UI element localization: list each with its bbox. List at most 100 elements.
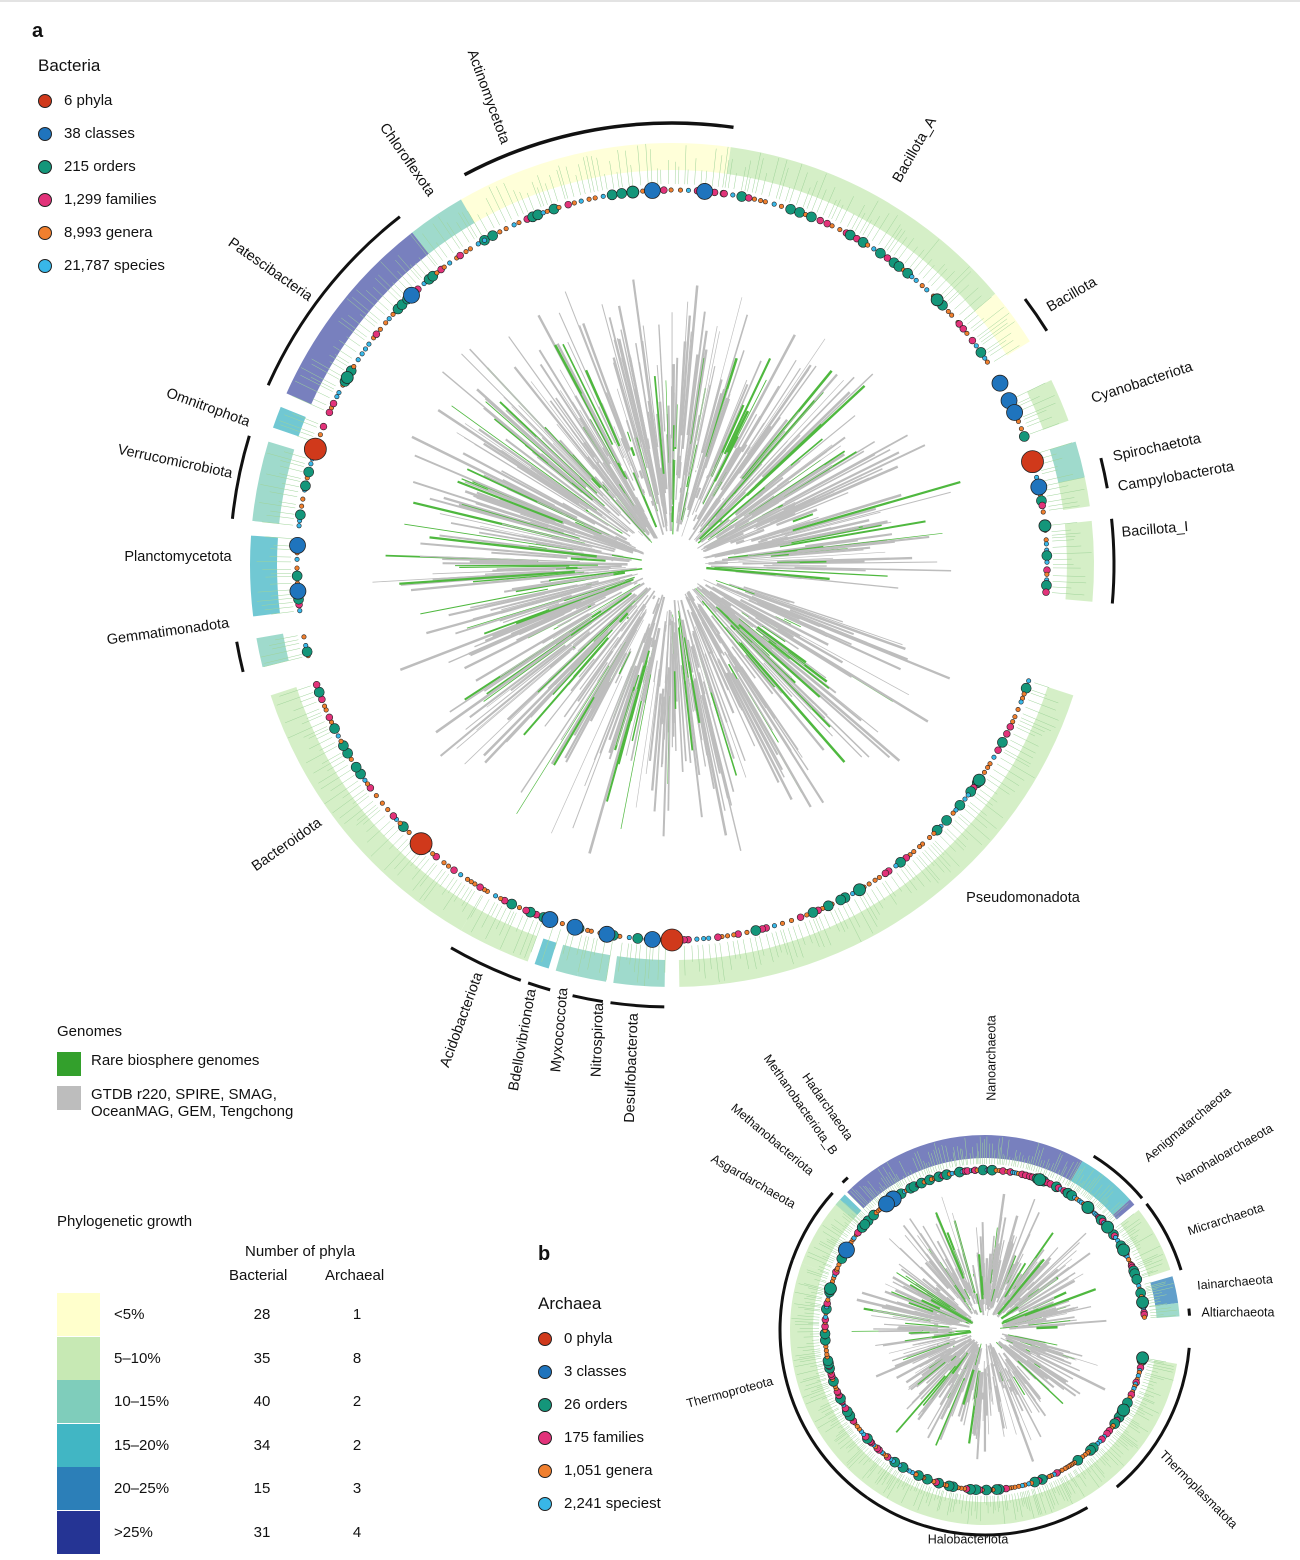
tree-branch	[792, 481, 961, 532]
genera-node	[300, 496, 306, 502]
rare-tick	[719, 942, 725, 981]
rare-tick	[330, 775, 355, 792]
tree-branch	[736, 653, 742, 660]
tree-branch	[439, 513, 593, 548]
rare-tick	[397, 255, 420, 280]
tree-branch	[723, 357, 772, 455]
rare-tick	[854, 899, 874, 934]
tree-branch	[648, 621, 667, 761]
rare-tick	[1133, 1251, 1140, 1256]
rare-tick	[805, 1379, 827, 1387]
tree-branch	[583, 524, 618, 541]
tree-branch	[1000, 1254, 1016, 1289]
rare-tick	[412, 862, 435, 891]
rare-tick	[397, 850, 420, 876]
tree-branch	[898, 1263, 959, 1310]
tree-branch	[1008, 1243, 1027, 1281]
rare-tick	[259, 502, 296, 509]
rare-tick	[804, 922, 813, 944]
tree-branch	[734, 469, 831, 529]
rare-tick	[1071, 1166, 1086, 1189]
rare-tick	[1037, 1160, 1043, 1173]
archaeal-count: 4	[352, 1523, 362, 1541]
rare-tick	[318, 764, 348, 784]
rare-tick	[1144, 1374, 1164, 1381]
bacterial-count: 34	[253, 1436, 271, 1454]
clade-bracket	[266, 215, 401, 386]
rare-tick	[902, 1477, 910, 1490]
rare-tick	[956, 1146, 961, 1166]
rare-tick	[810, 1304, 821, 1307]
rare-tick	[657, 168, 659, 185]
growth-ring-segment	[847, 1135, 1083, 1209]
orders-node	[313, 686, 325, 698]
rare-tick	[846, 1444, 866, 1464]
tree-branch	[922, 1225, 965, 1295]
genera-node	[383, 320, 389, 326]
rare-tick	[800, 1375, 826, 1383]
rare-tick	[1022, 402, 1056, 418]
tree-branch	[1034, 1363, 1041, 1368]
genera-node	[294, 565, 300, 571]
rare-tick	[886, 1469, 896, 1485]
tree-branch	[658, 324, 666, 432]
rare-tick	[992, 1495, 994, 1514]
tree-branch	[570, 621, 627, 692]
tree-branch	[667, 671, 670, 733]
rare-tick	[722, 146, 729, 188]
rare-tick	[871, 213, 890, 241]
tree-branch	[664, 651, 668, 684]
phylum-label-acidobacteriota: Acidobacteriota	[437, 969, 487, 1069]
tree-branch	[743, 586, 795, 604]
tree-branch	[777, 560, 827, 564]
rare-tick	[1075, 1469, 1087, 1487]
rare-tick	[1115, 1432, 1134, 1448]
species-node	[694, 936, 700, 942]
tree-branch	[739, 359, 797, 454]
tree-branch	[1011, 1301, 1015, 1305]
tree-branch	[464, 605, 589, 670]
tree-branch	[716, 453, 846, 537]
phyla-node	[303, 437, 327, 461]
rare-tick	[967, 314, 979, 325]
tree-branch	[930, 1298, 974, 1325]
tree-branch	[706, 566, 830, 581]
rare-tick	[742, 939, 749, 970]
tree-branch	[630, 446, 636, 457]
rare-tick	[904, 246, 918, 264]
tree-branch	[548, 587, 606, 611]
tree-branch	[723, 674, 741, 708]
orders-node	[844, 229, 856, 241]
rare-tick	[816, 189, 827, 213]
rare-tick	[1017, 1152, 1021, 1168]
rare-tick	[481, 902, 496, 928]
rare-tick	[705, 170, 708, 186]
growth-ring-segment	[613, 956, 666, 987]
tree-branch	[652, 595, 656, 600]
tree-branch	[989, 1242, 1011, 1309]
orders-node	[1101, 1220, 1114, 1234]
rare-tick	[1044, 1484, 1055, 1510]
rare-tick	[965, 1156, 967, 1166]
rare-tick	[972, 1146, 974, 1165]
rare-tick	[356, 289, 386, 315]
rare-tick	[265, 536, 292, 539]
tree-branch	[783, 451, 900, 511]
rare-tick	[1095, 1186, 1114, 1207]
rare-tick	[960, 814, 990, 840]
rare-tick	[898, 1160, 910, 1183]
rare-tick	[1128, 1233, 1153, 1248]
rare-tick	[1021, 1491, 1025, 1505]
genera-node	[430, 851, 436, 857]
families-node	[1006, 723, 1014, 731]
tree-branch	[718, 365, 817, 501]
phylum-label-nitrospirota: Nitrospirota	[589, 1002, 608, 1078]
tree-branch	[950, 1355, 957, 1361]
rare-tick	[687, 169, 689, 185]
rare-tick	[1023, 409, 1047, 420]
rare-tick	[625, 150, 630, 187]
tree-branch	[501, 470, 627, 541]
rare-tick	[831, 1415, 843, 1423]
rare-tick	[717, 155, 723, 187]
genomes-legend: Genomes Rare biosphere genomes GTDB r220…	[57, 1023, 321, 1130]
